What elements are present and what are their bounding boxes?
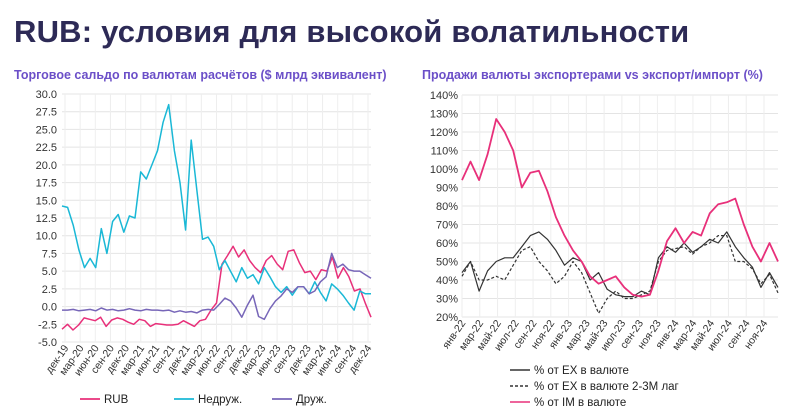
y-tick-label: 2.5 [42,284,57,296]
y-tick-label: 120% [430,127,458,139]
legend-friendly: Друж. [296,394,327,406]
y-tick-label: 140% [430,90,458,102]
left-chart-title: Торговое сальдо по валютам расчётов ($ м… [14,68,387,82]
legend-im: % от IM в валюте [534,397,626,409]
series-line-im [461,118,779,298]
series-line-friendly [62,252,372,321]
series-line-rub [61,245,372,331]
y-tick-label: -2.5 [38,319,57,331]
series-line-ex-lag [461,235,779,314]
y-tick-label: 27.5 [36,107,57,119]
right-chart [461,94,779,403]
y-tick-label: 100% [430,164,458,176]
y-tick-label: 15.0 [36,195,57,207]
y-tick-label: 80% [436,201,458,213]
y-tick-label: 30.0 [36,89,57,101]
y-tick-label: 10.0 [36,231,57,243]
y-tick-label: 90% [436,183,458,195]
y-tick-label: 25.0 [36,124,57,136]
y-tick-label: 30% [436,294,458,306]
legend-unfriendly: Недруж. [198,394,242,406]
series-line-unfriendly [61,103,371,311]
y-tick-label: 5.0 [42,266,57,278]
y-tick-label: 17.5 [36,178,57,190]
legend-ex-lag: % от EX в валюте 2-3М лаг [534,381,679,393]
y-tick-label: 60% [436,238,458,250]
y-tick-label: 70% [436,220,458,232]
right-chart-title: Продажи валюты экспортерами vs экспорт/и… [422,68,763,82]
legend-ex: % от EX в валюте [534,365,629,377]
y-tick-label: 20.0 [36,160,57,172]
y-tick-label: 0.0 [42,302,57,314]
y-tick-label: -5.0 [38,337,57,349]
page-title: RUB: условия для высокой волатильности [14,14,690,49]
y-tick-label: 7.5 [42,248,57,260]
y-tick-label: 130% [430,109,458,121]
series-line-ex [461,231,779,298]
y-tick-label: 22.5 [36,142,57,154]
legend-rub: RUB [104,394,129,406]
y-tick-label: 50% [436,257,458,269]
y-tick-label: 40% [436,275,458,287]
y-tick-label: 20% [436,312,458,324]
y-tick-label: 110% [431,146,459,158]
y-tick-label: 12.5 [36,213,57,225]
left-chart [61,93,372,400]
